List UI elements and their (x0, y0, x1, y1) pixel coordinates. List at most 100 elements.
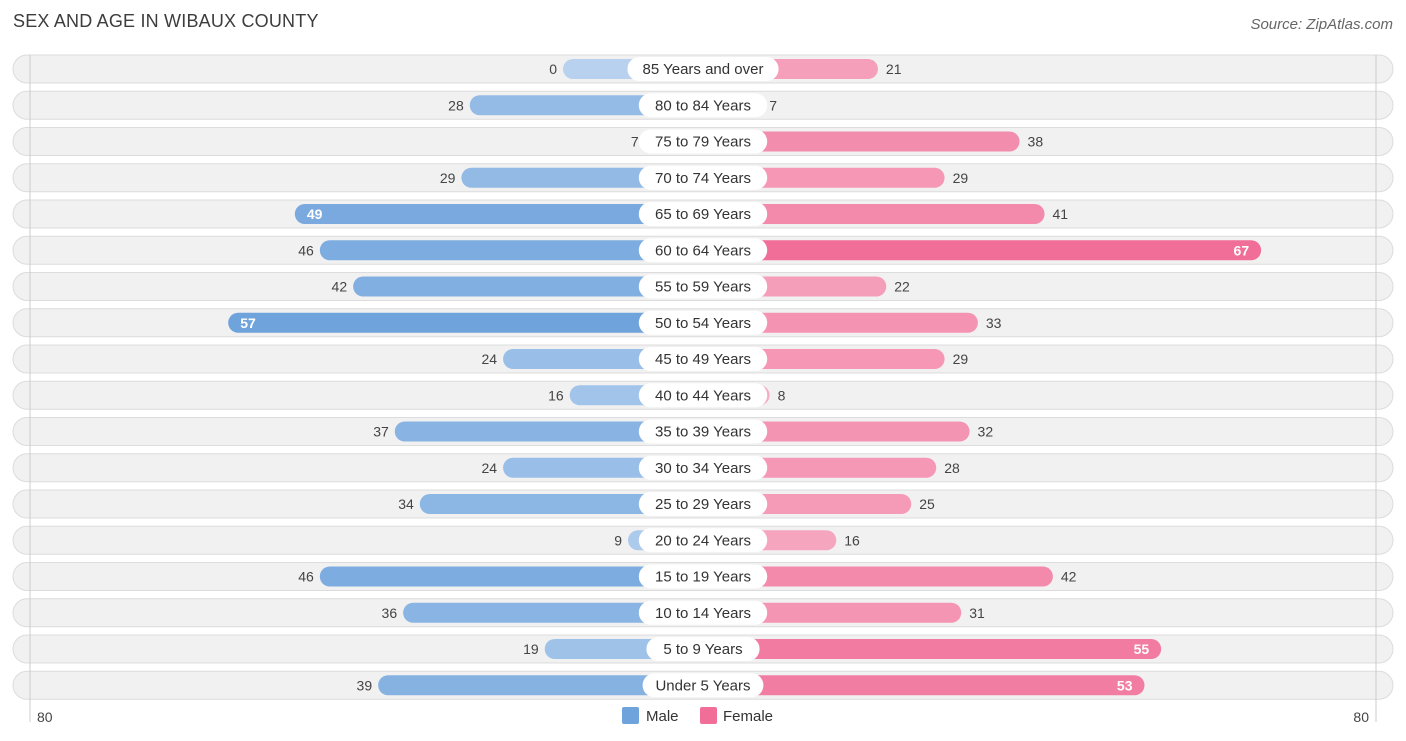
male-value-label: 57 (240, 315, 256, 331)
category-label-pill (638, 528, 768, 553)
legend-male-swatch (622, 707, 639, 724)
female-bar (703, 312, 978, 333)
category-label: 35 to 39 Years (655, 424, 751, 441)
chart-row: 28 7 80 to 84 Years (12, 90, 1394, 120)
male-value-label: 46 (298, 569, 314, 585)
category-label: 40 to 44 Years (655, 387, 751, 404)
category-label-pill (638, 492, 768, 516)
female-value-label: 38 (1028, 134, 1044, 150)
category-label: 70 to 74 Years (655, 170, 751, 187)
female-value-label: 55 (1134, 641, 1150, 657)
chart-row: 0 21 85 Years and over (12, 54, 1394, 84)
category-label-pill (638, 202, 768, 226)
male-value-label: 39 (357, 677, 373, 693)
female-value-label: 21 (886, 61, 902, 77)
female-value-label: 25 (919, 496, 935, 512)
male-value-label: 24 (482, 351, 498, 367)
female-value-label: 29 (953, 351, 969, 367)
category-label-pill (627, 57, 779, 81)
male-bar (294, 204, 703, 224)
category-label: 75 to 79 Years (655, 134, 751, 151)
female-value-label: 67 (1234, 242, 1250, 258)
category-label: 80 to 84 Years (655, 97, 751, 114)
male-value-label: 46 (298, 242, 314, 258)
category-label: 60 to 64 Years (655, 242, 751, 259)
male-value-label: 36 (382, 605, 398, 621)
chart-row: 57 33 50 to 54 Years (12, 308, 1394, 338)
male-bar (353, 276, 703, 297)
chart-row: 9 16 20 to 24 Years (12, 525, 1394, 555)
female-bar (703, 421, 970, 442)
axis-left-label: 80 (37, 709, 53, 725)
male-bar (319, 240, 703, 261)
male-value-label: 28 (448, 97, 464, 113)
male-value-label: 24 (482, 460, 498, 476)
category-label-pill (638, 564, 768, 589)
category-label: 85 Years and over (643, 61, 764, 78)
category-label: 30 to 34 Years (655, 460, 751, 477)
female-value-label: 8 (778, 387, 786, 403)
chart-row: 7 38 75 to 79 Years (12, 127, 1394, 156)
female-value-label: 33 (986, 315, 1002, 331)
male-value-label: 49 (307, 206, 323, 222)
category-label-pill (638, 238, 768, 263)
female-value-label: 29 (953, 170, 969, 186)
male-bar (419, 494, 703, 514)
chart-source: Source: ZipAtlas.com (1250, 16, 1393, 33)
category-label: 20 to 24 Years (655, 532, 751, 549)
male-value-label: 34 (398, 496, 414, 512)
category-label-pill (638, 347, 768, 371)
male-bar (378, 675, 703, 696)
female-bar (703, 131, 1020, 152)
chart-row: 46 67 60 to 64 Years (12, 235, 1394, 265)
legend-female-label: Female (723, 708, 773, 725)
chart-row: 29 29 70 to 74 Years (12, 163, 1394, 193)
male-value-label: 37 (373, 424, 389, 440)
male-value-label: 16 (548, 387, 564, 403)
male-value-label: 19 (523, 641, 539, 657)
male-bar (394, 421, 703, 442)
chart-row: 34 25 25 to 29 Years (12, 489, 1394, 519)
legend-female-swatch (700, 707, 717, 724)
axis-right-label: 80 (1353, 709, 1369, 725)
chart-row: 37 32 35 to 39 Years (12, 417, 1394, 446)
category-label-pill (642, 673, 764, 698)
chart-row: 46 42 15 to 19 Years (12, 562, 1394, 591)
female-bar (703, 566, 1053, 587)
female-bar (703, 204, 1045, 224)
female-value-label: 42 (1061, 569, 1077, 585)
category-label-pill (646, 637, 760, 661)
category-label: 10 to 14 Years (655, 605, 751, 622)
category-label-pill (638, 165, 768, 190)
chart-row: 24 29 45 to 49 Years (12, 344, 1394, 374)
category-label-pill (638, 600, 768, 625)
male-value-label: 0 (549, 61, 557, 77)
male-value-label: 29 (440, 170, 456, 186)
category-label: Under 5 Years (655, 677, 750, 694)
chart-row: 16 8 40 to 44 Years (12, 380, 1394, 410)
female-bar (703, 675, 1145, 696)
category-label: 5 to 9 Years (663, 641, 742, 658)
category-label: 65 to 69 Years (655, 206, 751, 223)
female-value-label: 41 (1053, 206, 1069, 222)
chart-row: 36 31 10 to 14 Years (12, 598, 1394, 628)
chart-row: 39 53 Under 5 Years (12, 670, 1394, 700)
category-label-pill (638, 129, 768, 154)
male-bar (403, 602, 703, 623)
chart-row: 49 41 65 to 69 Years (12, 199, 1394, 229)
category-label: 45 to 49 Years (655, 351, 751, 368)
category-label-pill (638, 93, 768, 118)
male-value-label: 42 (332, 279, 348, 295)
category-label-pill (638, 274, 768, 299)
female-bar (703, 639, 1162, 659)
female-value-label: 22 (894, 279, 910, 295)
legend-male-label: Male (646, 708, 679, 725)
male-value-label: 7 (631, 134, 639, 150)
chart-title: SEX AND AGE IN WIBAUX COUNTY (13, 11, 319, 31)
female-bar (703, 602, 962, 623)
category-label-pill (638, 383, 768, 408)
legend: Male Female (622, 707, 773, 725)
female-value-label: 28 (944, 460, 960, 476)
category-label: 15 to 19 Years (655, 569, 751, 586)
